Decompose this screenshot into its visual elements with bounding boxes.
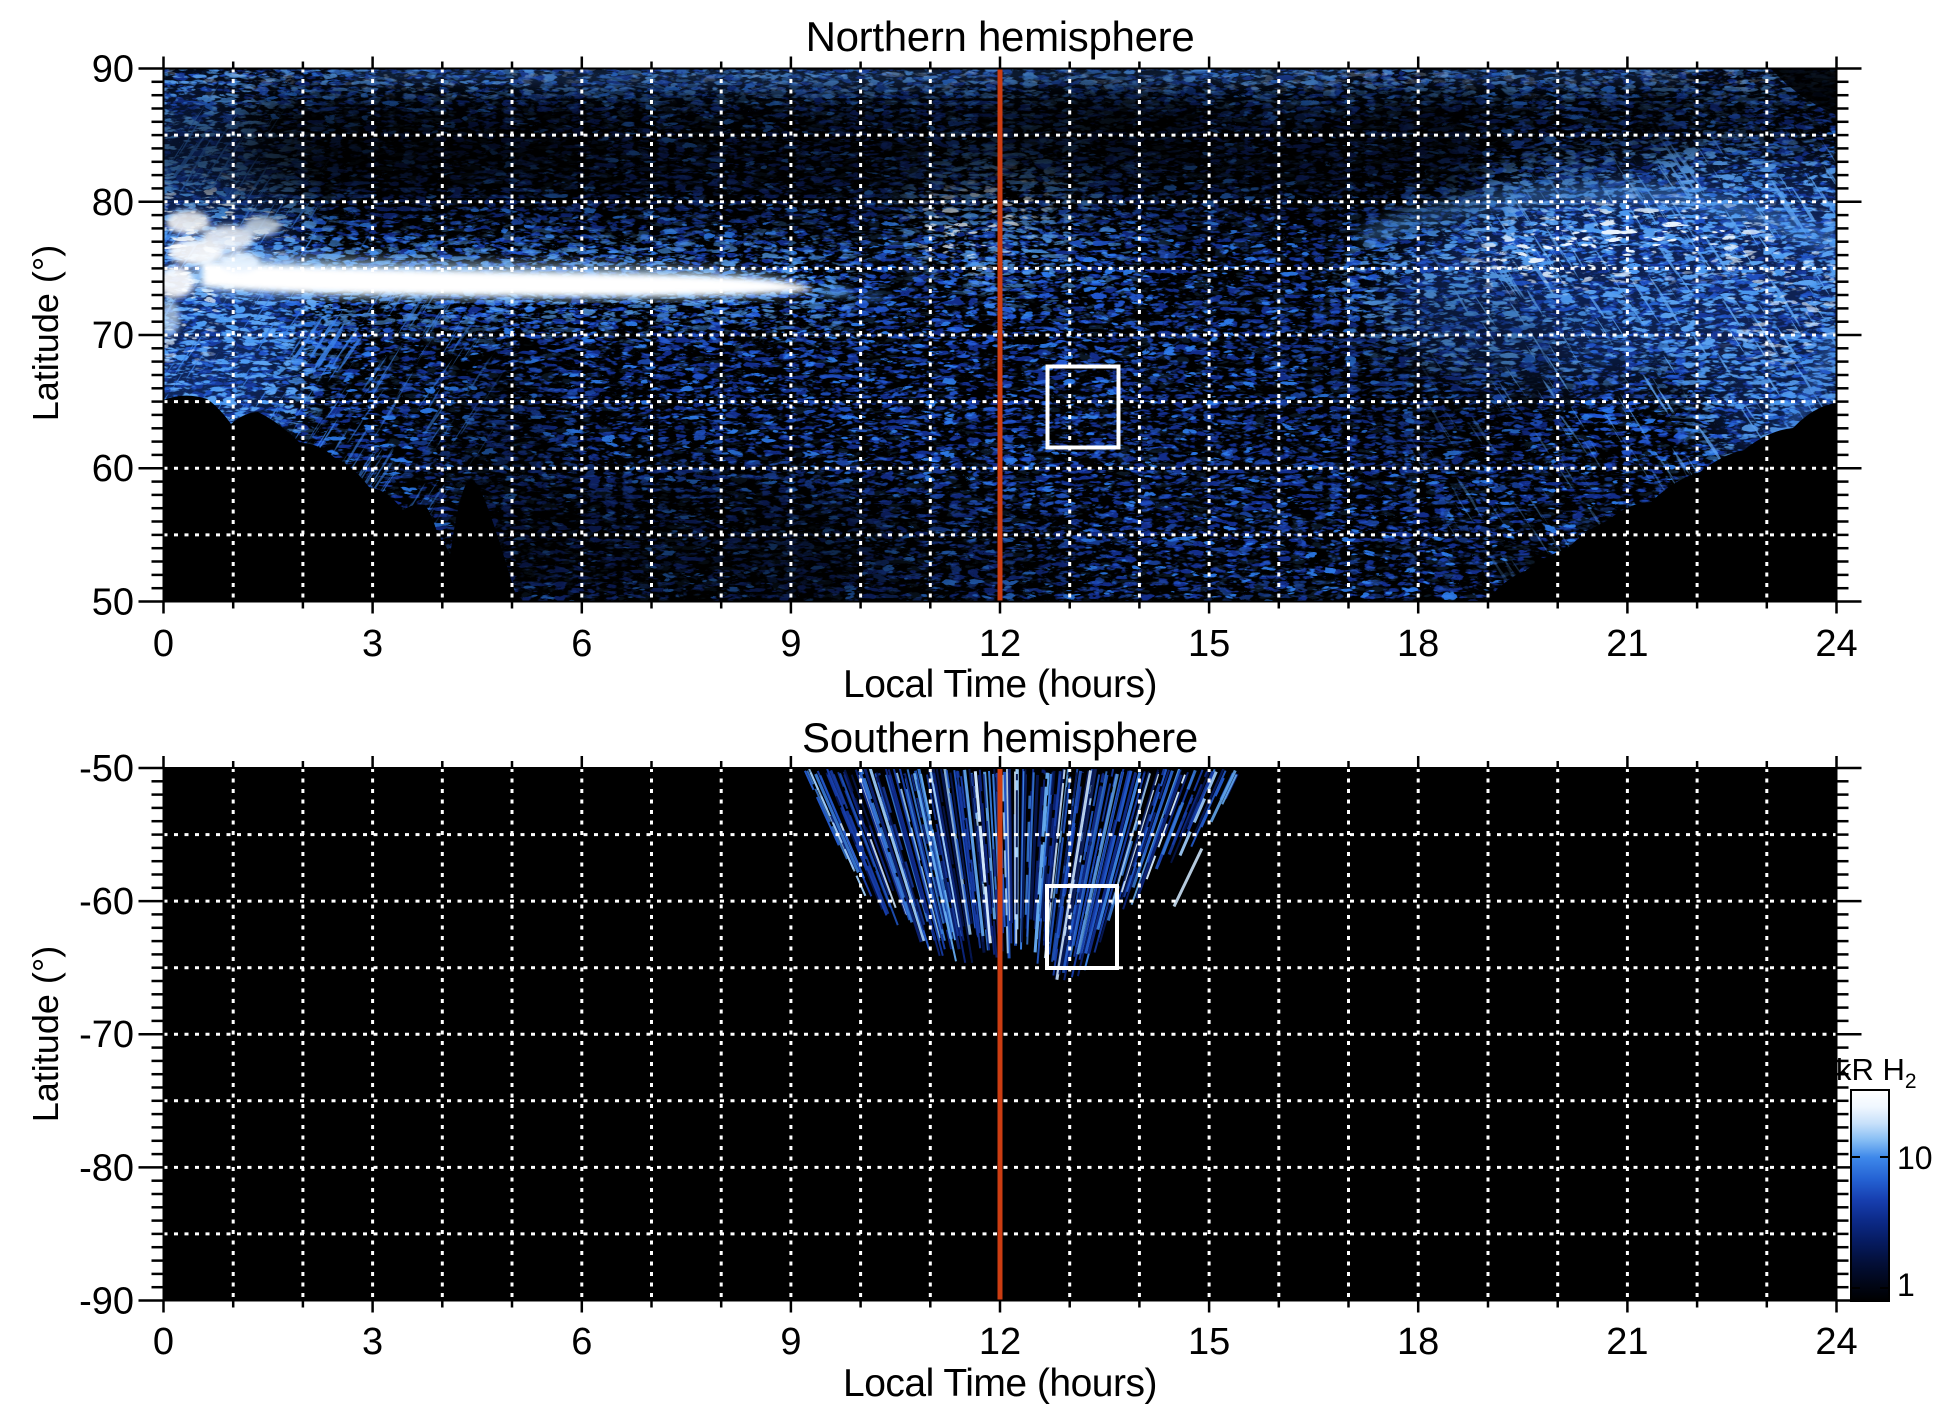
svg-text:9: 9 bbox=[780, 1321, 801, 1363]
svg-text:1: 1 bbox=[1897, 1267, 1915, 1303]
svg-text:6: 6 bbox=[571, 1321, 592, 1363]
svg-text:0: 0 bbox=[153, 1321, 174, 1363]
svg-text:6: 6 bbox=[571, 623, 592, 665]
svg-text:-90: -90 bbox=[79, 1281, 134, 1323]
svg-text:-70: -70 bbox=[79, 1014, 134, 1056]
svg-text:Latitude (°): Latitude (°) bbox=[25, 245, 66, 421]
svg-text:21: 21 bbox=[1606, 623, 1648, 665]
svg-text:15: 15 bbox=[1188, 623, 1230, 665]
svg-text:24: 24 bbox=[1815, 1321, 1857, 1363]
svg-text:Latitude (°): Latitude (°) bbox=[25, 946, 66, 1122]
svg-text:80: 80 bbox=[92, 182, 134, 224]
svg-text:12: 12 bbox=[979, 623, 1021, 665]
svg-text:-80: -80 bbox=[79, 1147, 134, 1189]
svg-text:3: 3 bbox=[362, 623, 383, 665]
svg-text:-50: -50 bbox=[79, 748, 134, 790]
svg-text:9: 9 bbox=[780, 623, 801, 665]
svg-text:-60: -60 bbox=[79, 881, 134, 923]
svg-text:Local Time (hours): Local Time (hours) bbox=[843, 1362, 1157, 1405]
svg-text:70: 70 bbox=[92, 315, 134, 357]
svg-text:Local Time (hours): Local Time (hours) bbox=[843, 663, 1157, 706]
svg-text:21: 21 bbox=[1606, 1321, 1648, 1363]
svg-text:3: 3 bbox=[362, 1321, 383, 1363]
svg-text:18: 18 bbox=[1397, 623, 1439, 665]
svg-text:12: 12 bbox=[979, 1321, 1021, 1363]
svg-text:15: 15 bbox=[1188, 1321, 1230, 1363]
svg-text:Northern hemisphere: Northern hemisphere bbox=[806, 13, 1195, 60]
svg-text:kR H2: kR H2 bbox=[1836, 1052, 1917, 1093]
svg-text:90: 90 bbox=[92, 49, 134, 91]
svg-text:50: 50 bbox=[92, 582, 134, 624]
svg-text:Southern hemisphere: Southern hemisphere bbox=[802, 714, 1198, 761]
svg-text:0: 0 bbox=[153, 623, 174, 665]
svg-text:24: 24 bbox=[1815, 623, 1857, 665]
svg-text:60: 60 bbox=[92, 448, 134, 490]
svg-text:10: 10 bbox=[1897, 1140, 1933, 1176]
svg-text:18: 18 bbox=[1397, 1321, 1439, 1363]
